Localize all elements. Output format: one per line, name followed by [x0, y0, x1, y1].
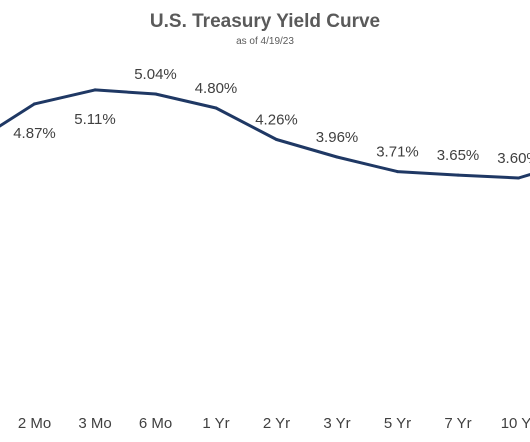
data-label-9: 3.60% — [497, 150, 530, 167]
data-label-3: 5.04% — [134, 66, 177, 83]
x-tick-label-2: 3 Mo — [78, 415, 111, 432]
x-tick-label-7: 5 Yr — [384, 415, 411, 432]
data-label-2: 5.11% — [74, 111, 115, 128]
data-point-3 — [154, 92, 157, 96]
data-label-4: 4.80% — [195, 80, 238, 97]
x-tick-label-5: 2 Yr — [263, 415, 290, 432]
data-point-7 — [396, 170, 399, 174]
x-tick-label-3: 6 Mo — [139, 415, 172, 432]
data-point-2 — [93, 88, 97, 92]
data-label-6: 3.96% — [316, 129, 359, 146]
x-tick-label-1: 2 Mo — [18, 415, 51, 432]
data-label-5: 4.26% — [255, 112, 298, 129]
x-tick-label-8: 7 Yr — [444, 415, 471, 432]
chart-title: U.S. Treasury Yield Curve — [149, 11, 381, 32]
data-point-9 — [517, 176, 520, 180]
x-tick-label-6: 3 Yr — [323, 415, 350, 432]
data-label-1: 4.87% — [13, 125, 56, 142]
yield-series-line — [0, 88, 530, 180]
chart-subtitle: as of 4/19/23 — [236, 36, 294, 47]
data-point-6 — [335, 155, 339, 159]
data-label-7: 3.71% — [376, 144, 419, 161]
data-label-layer: 4.87% 5.11% 5.04% 4.80% 4.26% 3.96% 3.71% 3.65%… — [13, 66, 530, 167]
data-point-1 — [33, 102, 36, 106]
x-tick-label-4: 1 Yr — [202, 415, 229, 432]
series-layer — [0, 88, 530, 180]
x-tick-label-9: 10 Yr — [501, 415, 530, 432]
data-point-8 — [456, 173, 460, 177]
data-label-8: 3.65% — [437, 147, 480, 164]
data-point-5 — [275, 138, 278, 141]
data-point-4 — [214, 106, 218, 110]
